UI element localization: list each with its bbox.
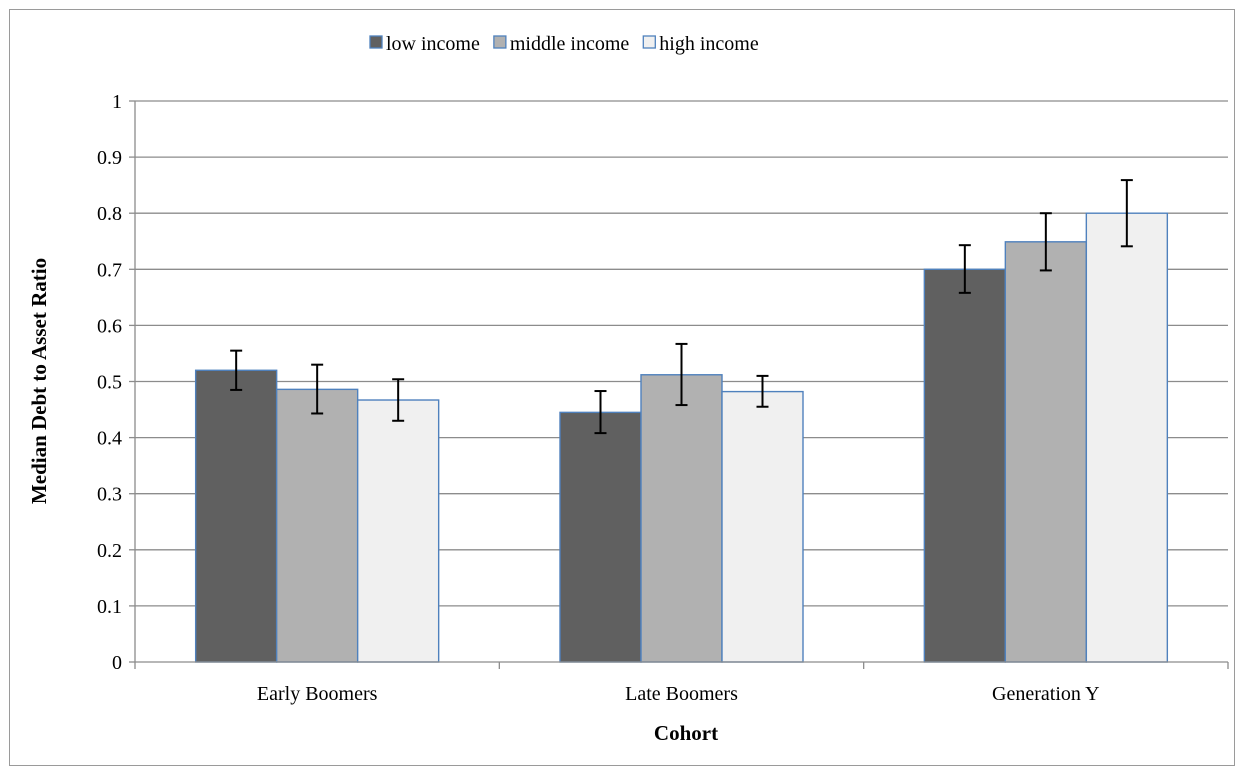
- axes: [134, 101, 1229, 669]
- bar-high-income-early-boomers: [356, 399, 440, 663]
- bar-middle-income-late-boomers: [640, 374, 723, 663]
- y-tick-label: 0.1: [97, 596, 122, 618]
- y-axis-title: Median Debt to Asset Ratio: [27, 258, 51, 504]
- y-tick-label: 0.5: [97, 372, 122, 394]
- x-axis-title: Cohort: [654, 721, 718, 745]
- bar-low-income-early-boomers: [194, 369, 278, 663]
- error-bar: [1039, 212, 1052, 272]
- bar-high-income-generation-y: [1085, 212, 1169, 663]
- x-category-label: Generation Y: [992, 683, 1100, 705]
- y-tick-label: 0.3: [97, 484, 122, 506]
- legend-swatch: [369, 35, 383, 49]
- y-tick-label: 0.4: [97, 428, 122, 450]
- error-bar: [392, 378, 405, 422]
- legend-label: low income: [386, 33, 480, 55]
- bar-high-income-late-boomers: [721, 390, 804, 663]
- legend-item: low income: [369, 33, 480, 55]
- y-tick-label: 0.7: [97, 259, 122, 281]
- x-category-label: Early Boomers: [257, 683, 378, 705]
- error-bar: [756, 374, 769, 408]
- error-bar: [958, 244, 971, 294]
- legend-item: high income: [642, 33, 759, 55]
- y-axis-ticks: 0 0.1 0.2 0.3 0.4 0.5 0.6 0.7 0.8 0.9 1: [97, 91, 135, 674]
- bar-low-income-generation-y: [923, 268, 1007, 663]
- error-bar: [1120, 179, 1133, 248]
- x-category-label: Late Boomers: [625, 683, 738, 705]
- legend-label: middle income: [510, 33, 630, 55]
- y-tick-label: 0.2: [97, 540, 122, 562]
- y-tick-label: 0: [112, 652, 122, 674]
- y-tick-label: 0.9: [97, 147, 122, 169]
- legend: low income middle income high income: [369, 33, 759, 55]
- bar-middle-income-early-boomers: [275, 388, 359, 663]
- legend-swatch: [642, 35, 656, 49]
- bar-low-income-late-boomers: [559, 411, 642, 663]
- legend-label: high income: [659, 33, 759, 55]
- error-bar: [230, 349, 243, 391]
- y-tick-label: 0.6: [97, 315, 122, 337]
- error-bar: [311, 363, 324, 415]
- legend-swatch: [493, 35, 507, 49]
- x-axis-categories: Early Boomers Late Boomers Generation Y: [257, 683, 1100, 705]
- error-bar: [594, 390, 607, 435]
- error-bar: [675, 342, 688, 407]
- error-bars: [230, 179, 1133, 435]
- y-tick-label: 1: [112, 91, 122, 113]
- bar-middle-income-generation-y: [1004, 241, 1088, 663]
- bars: [194, 212, 1169, 663]
- legend-item: middle income: [493, 33, 630, 55]
- y-tick-label: 0.8: [97, 203, 122, 225]
